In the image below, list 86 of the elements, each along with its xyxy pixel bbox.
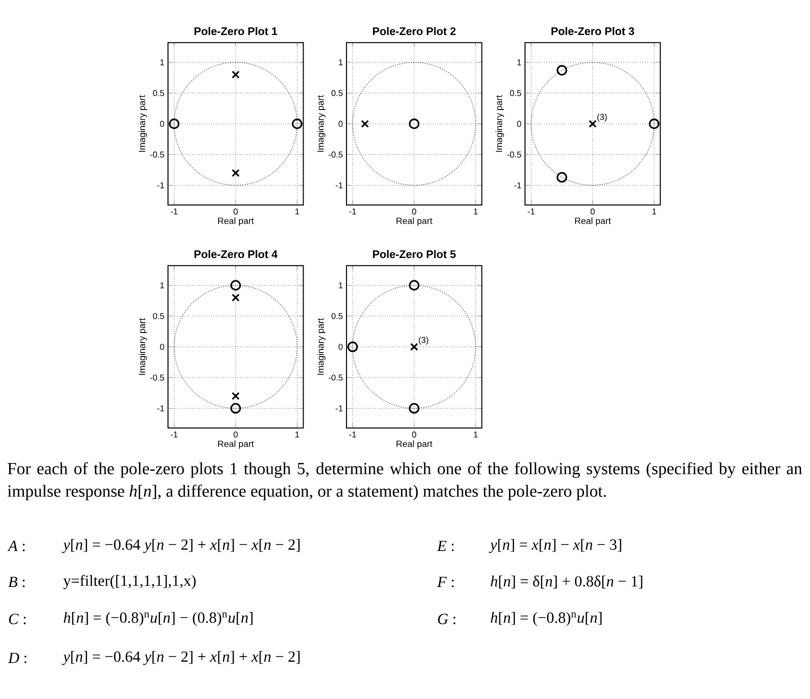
y-tick-label: 1 (338, 282, 343, 288)
x-tick-label: 0 (590, 208, 595, 215)
y-axis-title: Imaginary part (317, 318, 326, 375)
y-tick-label: 1 (338, 59, 343, 66)
point (648, 118, 660, 130)
x-tick-label: 0 (412, 208, 416, 215)
annotation: (3) (418, 336, 428, 345)
y-tick-label: -0.5 (507, 152, 522, 158)
point (232, 70, 240, 79)
y-tick-label: 0 (338, 344, 343, 350)
text: h[n] = δ[n] + 0.8δ[n − 1] (490, 576, 642, 588)
text: G : (438, 614, 456, 624)
y-tick-label: 0 (338, 120, 343, 127)
chart-title: Pole-Zero Plot 1 (194, 27, 278, 36)
chart-title: Pole-Zero Plot 2 (373, 27, 456, 36)
point (556, 65, 568, 76)
point (556, 172, 568, 183)
point (230, 403, 241, 414)
y-tick-label: -0.5 (150, 152, 164, 158)
point (232, 392, 240, 400)
y-tick-label: 0.5 (510, 90, 522, 96)
text: D : (8, 652, 26, 664)
chart-title: Pole-Zero Plot 5 (373, 250, 456, 258)
text: y[n] = −0.64 y[n − 2] + x[n] − x[n − 2] (62, 538, 300, 554)
chart-title: Pole-Zero Plot 3 (552, 27, 634, 36)
y-tick-label: 0.5 (152, 90, 164, 96)
x-tick-label: 1 (295, 208, 300, 214)
x-tick-label: 0 (234, 208, 238, 215)
y-tick-label: -1 (157, 182, 164, 188)
point (232, 169, 240, 177)
x-tick-label: 1 (474, 208, 478, 214)
text: For each of the pole-zero plots 1 though 5, determine which one of the following systems (specified by either an impulse response h[n], a difference equation, or a statement) matches the pole-zero plot. (8, 462, 802, 500)
y-tick-label: -0.5 (328, 374, 343, 381)
point (232, 294, 240, 302)
y-tick-label: 0 (160, 120, 164, 127)
x-tick-label: -1 (528, 208, 535, 214)
x-axis-title: Real part (396, 217, 432, 226)
y-tick-label: -0.5 (150, 374, 164, 381)
point (230, 280, 241, 291)
y-axis-title: Imaginary part (496, 95, 504, 152)
y-tick-label: -1 (514, 182, 522, 188)
y-tick-label: 0.5 (331, 313, 343, 320)
text: y=filter([1,1,1,1],1,x) (63, 574, 196, 590)
text: C : (9, 614, 26, 624)
y-tick-label: 0.5 (331, 90, 343, 96)
x-tick-label: -1 (170, 208, 178, 214)
annotation: (3) (597, 114, 607, 122)
text: A : (7, 540, 25, 552)
x-tick-label: -1 (349, 432, 356, 438)
y-tick-label: -1 (336, 182, 343, 188)
y-axis-title: Imaginary part (138, 318, 147, 375)
x-axis-title: Real part (218, 440, 254, 449)
y-tick-label: 1 (160, 282, 164, 288)
text: E : (437, 540, 454, 552)
point (347, 342, 358, 352)
chart-title: Pole-Zero Plot 4 (194, 250, 278, 258)
point (168, 118, 180, 130)
text: B : (8, 576, 25, 588)
x-axis-title: Real part (575, 217, 611, 226)
x-axis-title: Real part (218, 217, 254, 226)
y-axis-title: Imaginary part (317, 95, 326, 152)
x-tick-label: 1 (652, 208, 656, 214)
point (292, 118, 302, 130)
y-tick-label: -1 (157, 405, 164, 412)
x-tick-label: 0 (234, 432, 238, 438)
text: h[n] = (−0.8)$^{n}$u[n] (490, 612, 602, 626)
point (408, 403, 420, 414)
y-tick-label: -0.5 (328, 152, 343, 158)
text: h[n] = (−0.8)$^{n}$u[n] − (0.8)$^{n}$u[n] (64, 612, 252, 626)
y-axis-title: Imaginary part (138, 95, 147, 152)
x-tick-label: 0 (412, 432, 416, 438)
y-tick-label: -1 (336, 405, 343, 412)
y-tick-label: 0 (160, 344, 164, 350)
x-tick-label: -1 (170, 432, 178, 438)
x-tick-label: 1 (474, 432, 478, 438)
point (408, 280, 420, 291)
y-tick-label: 1 (160, 59, 164, 66)
x-tick-label: -1 (349, 208, 356, 214)
y-tick-label: 0 (517, 120, 522, 127)
text: F : (437, 576, 454, 588)
y-tick-label: 0.5 (152, 313, 164, 320)
y-tick-label: 1 (517, 59, 522, 66)
x-tick-label: 1 (295, 432, 300, 438)
text: y[n] = x[n] − x[n − 3] (488, 538, 622, 554)
text: y[n] = −0.64 y[n − 2] + x[n] + x[n − 2] (62, 650, 300, 666)
x-axis-title: Real part (396, 440, 432, 449)
